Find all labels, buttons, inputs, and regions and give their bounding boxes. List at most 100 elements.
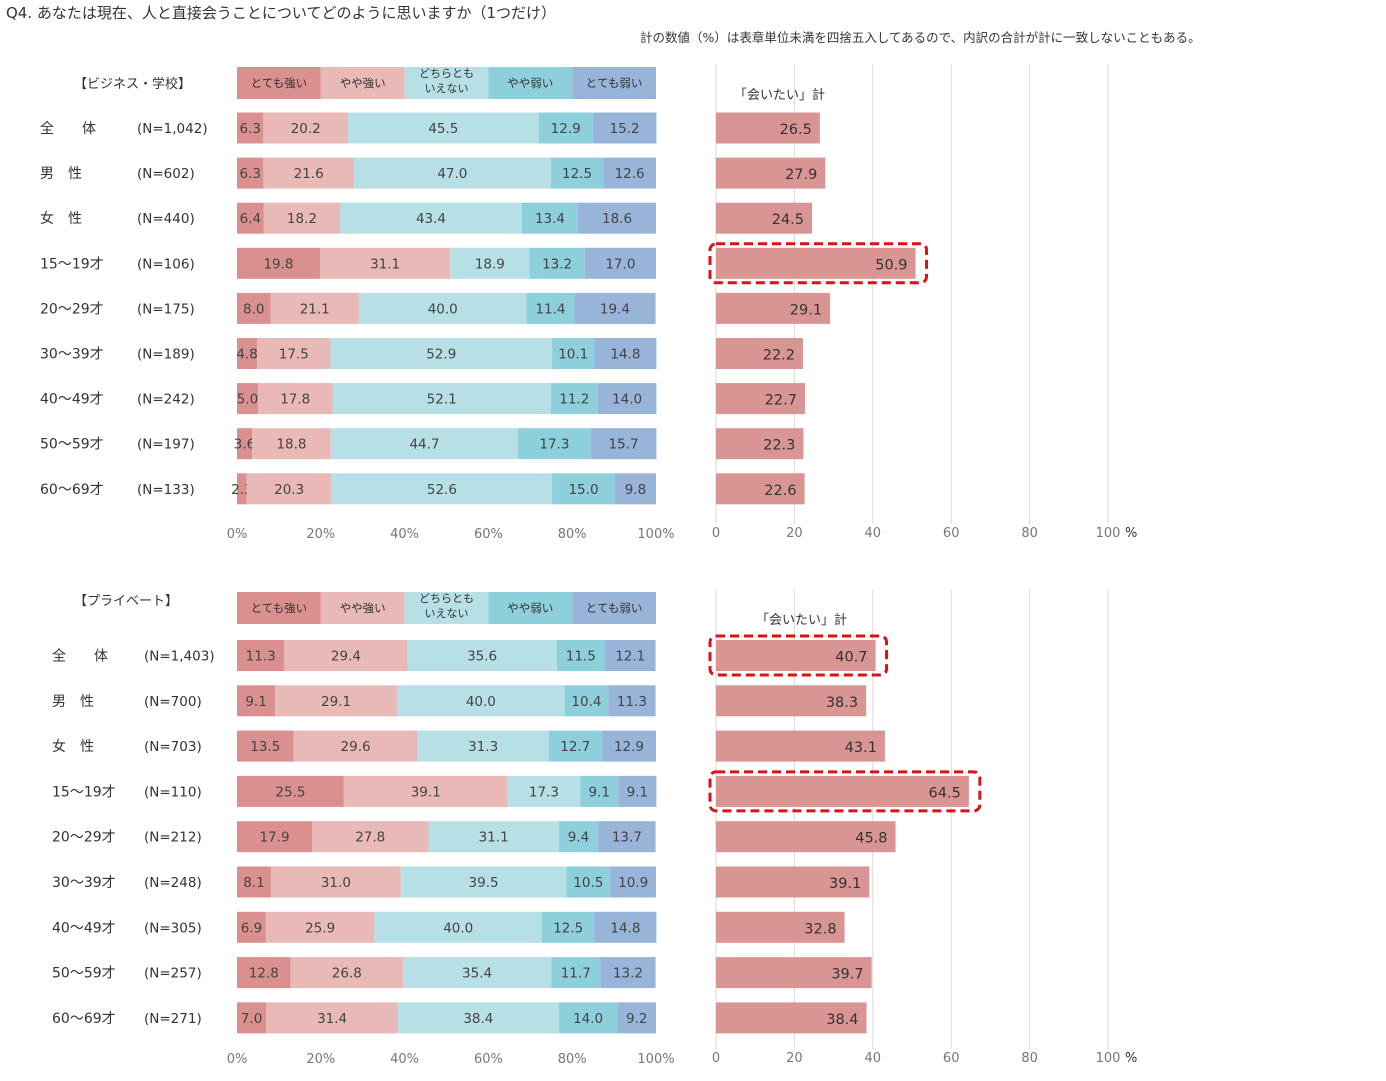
panel1-row-n: (N=133) bbox=[137, 482, 195, 498]
panel1-total-bar bbox=[716, 157, 826, 189]
panel1-legend-label: やや強い bbox=[340, 76, 386, 90]
panel2-segment-value: 27.8 bbox=[355, 830, 385, 846]
panel1-segment-value: 15.0 bbox=[568, 482, 598, 498]
panel2-stack-tick-label: 40% bbox=[390, 1052, 419, 1067]
panel1-segment-value: 18.9 bbox=[475, 256, 505, 272]
panel2-row-n: (N=271) bbox=[144, 1011, 202, 1027]
panel1-legend-swatch bbox=[320, 67, 405, 99]
panel2-segment-value: 9.1 bbox=[588, 784, 609, 800]
panel2-bar-segment bbox=[601, 730, 656, 762]
panel2-segment-value: 9.4 bbox=[568, 830, 589, 846]
panel2-segment-value: 12.7 bbox=[560, 739, 590, 755]
panel1-segment-value: 18.6 bbox=[602, 211, 632, 227]
panel1-bar-segment bbox=[237, 157, 264, 189]
panel2-bar-segment bbox=[608, 685, 656, 717]
panel1-segment-value: 18.8 bbox=[276, 437, 306, 453]
panel1-bar-segment bbox=[518, 428, 591, 460]
panel1-title: 【ビジネス・学校】 bbox=[74, 76, 191, 92]
panel2-total-value: 38.4 bbox=[826, 1012, 858, 1028]
panel2-bar-segment bbox=[312, 821, 429, 853]
panel2-bar-segment bbox=[600, 957, 656, 989]
panel2-legend-swatch bbox=[404, 592, 489, 624]
panel2-bar-segment bbox=[237, 957, 291, 989]
panel2-legend-label: やや弱い bbox=[507, 601, 553, 615]
panel1-bar-segment bbox=[237, 338, 258, 369]
panel2-bar-segment bbox=[237, 911, 266, 943]
panel1-segment-value: 3.6 bbox=[234, 437, 255, 453]
panel2-legend-label: いえない bbox=[425, 607, 469, 620]
panel1-segment-value: 13.2 bbox=[542, 256, 572, 272]
panel2-stack-tick-label: 80% bbox=[558, 1052, 587, 1067]
panel1-legend-swatch bbox=[404, 67, 489, 99]
panel2-row-label: 30～39才 bbox=[52, 875, 116, 891]
panel1-segment-value: 17.5 bbox=[279, 347, 309, 363]
panel2-total-value: 38.3 bbox=[826, 695, 858, 711]
panel1-segment-value: 45.5 bbox=[428, 121, 458, 137]
panel1-segment-value: 20.3 bbox=[274, 482, 304, 498]
panel2-total-value: 43.1 bbox=[845, 740, 877, 756]
panel1-segment-value: 40.0 bbox=[428, 301, 458, 317]
panel2-stack-tick-label: 100% bbox=[637, 1052, 674, 1067]
panel2-legend-label: どちらとも bbox=[419, 592, 474, 605]
panel2-bar-segment bbox=[343, 775, 508, 807]
panel2-segment-value: 25.9 bbox=[305, 920, 335, 936]
panel2-row-label: 女 性 bbox=[52, 738, 94, 755]
panel1-total-bar bbox=[716, 383, 805, 415]
panel1-segment-value: 14.0 bbox=[612, 392, 642, 408]
panel1-stack-tick-label: 20% bbox=[306, 527, 335, 542]
panel1-bar-segment bbox=[592, 112, 657, 144]
panel1-bar-segment bbox=[257, 383, 333, 415]
panel1-row-n: (N=602) bbox=[137, 166, 195, 182]
panel1-total-tick-label: 80 bbox=[1021, 526, 1038, 541]
panel2-bar-segment bbox=[428, 821, 559, 853]
panel2-bar-segment bbox=[598, 821, 656, 853]
panel2-segment-value: 11.7 bbox=[561, 966, 591, 982]
panel2-segment-value: 14.8 bbox=[610, 920, 640, 936]
panel2-total-tick-label: 100 bbox=[1096, 1051, 1121, 1066]
panel2-row-n: (N=257) bbox=[144, 966, 202, 982]
panel1-segment-value: 47.0 bbox=[437, 166, 467, 182]
panel1-segment-value: 13.4 bbox=[535, 211, 565, 227]
rounding-note: 計の数値（%）は表章単位未満を四捨五入してあるので、内訳の合計が計に一致しないこ… bbox=[640, 30, 1201, 45]
panel1-row-n: (N=189) bbox=[137, 347, 195, 363]
panel2-bar-segment bbox=[237, 775, 344, 807]
panel1-segment-value: 10.1 bbox=[558, 347, 588, 363]
panel1-total-tick-label: 100 bbox=[1096, 526, 1121, 541]
panel2-bar-segment bbox=[237, 866, 271, 898]
panel2-segment-value: 40.0 bbox=[466, 694, 496, 710]
panel1-total-value: 26.5 bbox=[780, 122, 812, 138]
panel2-total-value: 32.8 bbox=[804, 921, 836, 937]
panel1-total-bar bbox=[716, 338, 804, 369]
panel2-total-value: 39.7 bbox=[831, 967, 863, 983]
panel1-total-value: 22.7 bbox=[765, 393, 797, 409]
panel2-stack-tick-label: 20% bbox=[306, 1052, 335, 1067]
panel1-bar-segment bbox=[578, 202, 656, 234]
panel1-stack-tick-label: 40% bbox=[390, 527, 419, 542]
panel1-row-n: (N=440) bbox=[137, 211, 195, 227]
panel1-row-label: 20～29才 bbox=[40, 301, 104, 317]
panel2-total-tick-label: 40 bbox=[865, 1051, 882, 1066]
panel2-row-n: (N=305) bbox=[144, 920, 202, 936]
panel2-segment-value: 6.9 bbox=[241, 920, 262, 936]
panel2-segment-value: 35.6 bbox=[467, 649, 497, 665]
panel2-row-label: 40～49才 bbox=[52, 920, 116, 936]
panel1-row-n: (N=106) bbox=[137, 256, 195, 272]
panel2-stack-tick-label: 60% bbox=[474, 1052, 503, 1067]
panel1-segment-value: 52.9 bbox=[426, 347, 456, 363]
panel1-total-bar bbox=[716, 202, 813, 234]
panel1-bar-segment bbox=[529, 247, 585, 279]
panel2-row-n: (N=110) bbox=[144, 784, 202, 800]
panel2-bar-segment bbox=[237, 1002, 267, 1034]
panel2-bar-segment bbox=[275, 685, 398, 717]
panel2-bar-segment bbox=[417, 730, 549, 762]
panel1-segment-value: 43.4 bbox=[416, 211, 446, 227]
panel1-segment-value: 11.2 bbox=[559, 392, 589, 408]
panel2-segment-value: 14.0 bbox=[573, 1011, 603, 1027]
panel2-segment-value: 13.5 bbox=[250, 739, 280, 755]
panel1-segment-value: 12.9 bbox=[551, 121, 581, 137]
panel1-segment-value: 21.6 bbox=[294, 166, 324, 182]
panel1-bar-segment bbox=[552, 473, 615, 505]
panel1-bar-segment bbox=[332, 383, 551, 415]
panel1-row-label: 30～39才 bbox=[40, 347, 104, 363]
